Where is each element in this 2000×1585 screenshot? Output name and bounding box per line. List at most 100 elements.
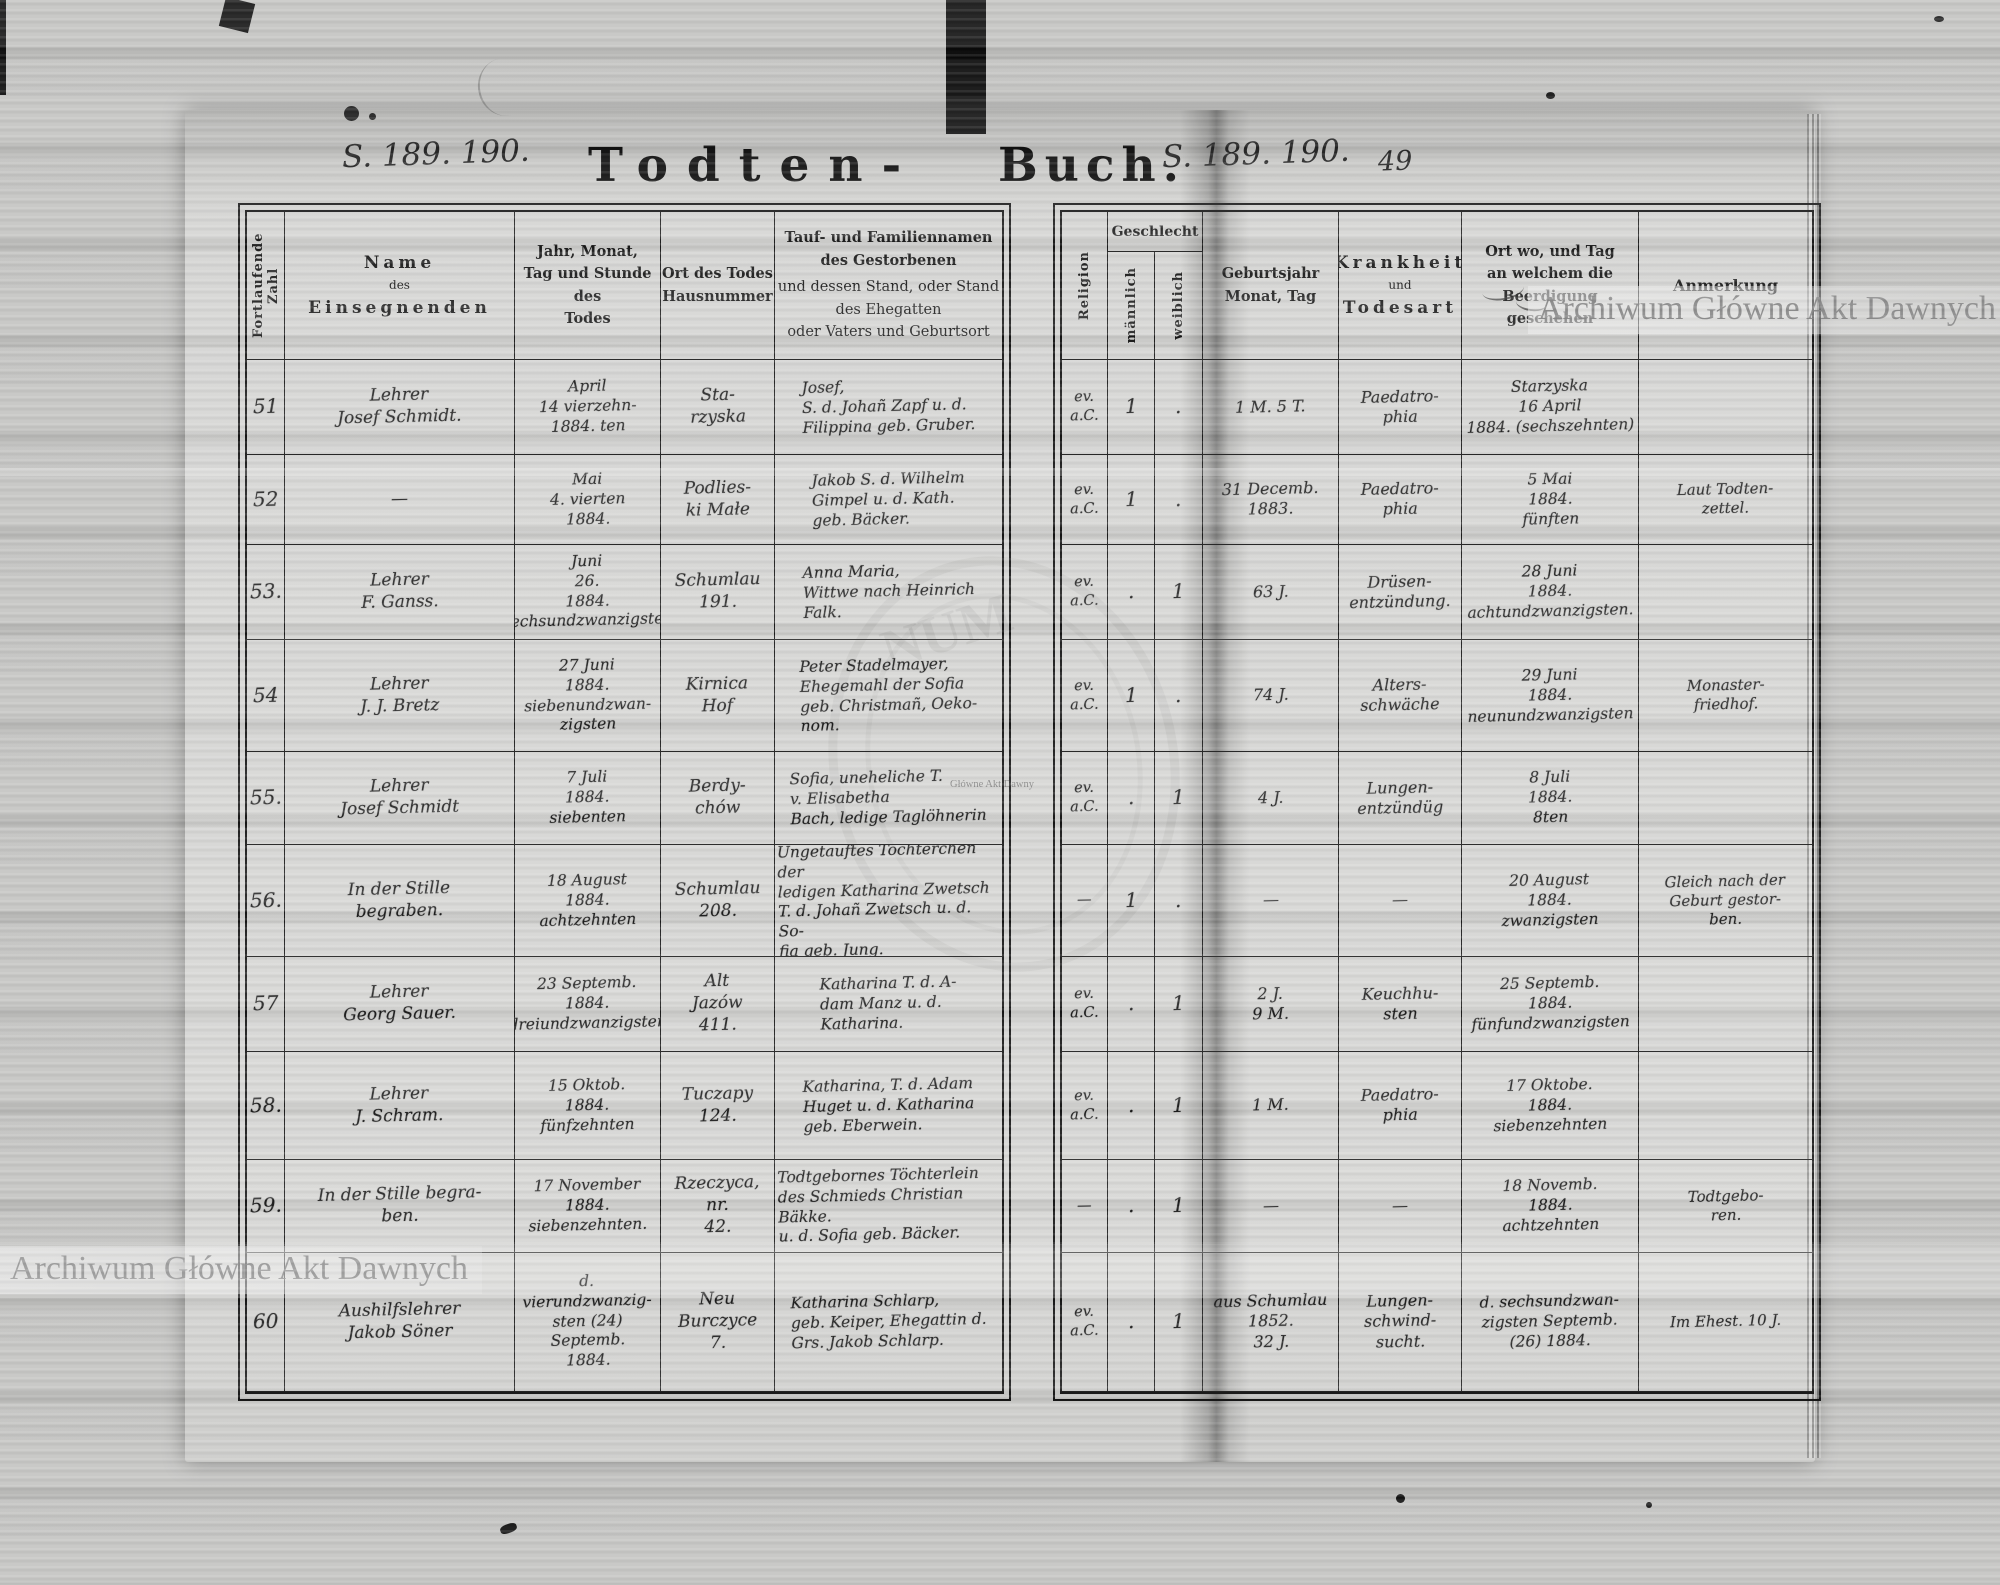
remark-text: Gleich nach der Geburt gestor- ben. (1664, 870, 1786, 929)
cell-birth-date: 2 J. 9 M. (1203, 957, 1339, 1052)
cell-death-date: 17 November 1884. siebenzehnten. (515, 1160, 661, 1253)
cell-birth-date: 31 Decemb. 1883. (1203, 455, 1339, 545)
cell-deceased: Sofia, uneheliche T. v. Elisabetha Bach,… (775, 752, 1002, 845)
death-date-text: 17 November 1884. siebenzehnten. (528, 1175, 648, 1236)
cell-row-number: 56. (247, 845, 285, 957)
header-death-place-label: Ort des Todes Hausnummer (662, 265, 773, 305)
cell-male: . (1108, 752, 1155, 845)
officiant-name-text: Lehrer F. Ganss. (360, 569, 439, 613)
cell-remark (1639, 957, 1812, 1052)
scan-artifact-blob (218, 0, 256, 34)
cell-male: . (1108, 1160, 1155, 1253)
death-date-text: April 14 vierzehn- 1884. ten (538, 376, 637, 436)
cell-deceased: Katharina, T. d. Adam Huget u. d. Kathar… (775, 1052, 1002, 1160)
deceased-text: Jakob S. d. Wilhelm Gimpel u. d. Kath. g… (811, 468, 965, 530)
cell-remark: Gleich nach der Geburt gestor- ben. (1639, 845, 1812, 957)
religion-text: ev. a.C. (1070, 1304, 1100, 1340)
cell-deceased: Peter Stadelmayer, Ehegemahl der Sofia g… (775, 640, 1002, 752)
burial-text: 5 Mai 1884. fünften (1521, 469, 1580, 529)
cell-death-date: 7 Juli 1884. siebenten (515, 752, 661, 845)
cell-death-date: Juni 26. 1884. sechsundzwanzigsten (515, 545, 661, 640)
cell-remark: Todtgebo- ren. (1639, 1160, 1812, 1253)
cell-religion: — (1062, 845, 1108, 957)
death-place-text: Sta- rzyska (689, 384, 746, 428)
cell-burial: 17 Oktobe. 1884. siebenzehnten (1462, 1052, 1639, 1160)
illness-text: Alters- schwäche (1360, 674, 1441, 716)
remark-text: Laut Todten- zettel. (1676, 479, 1774, 519)
cell-illness: Drüsen- entzündung. (1339, 545, 1462, 640)
cell-illness: Alters- schwäche (1339, 640, 1462, 752)
death-place-text: Kirnica Hof (685, 673, 749, 716)
cell-death-date: 18 August 1884. achtzehnten (515, 845, 661, 957)
header-death-place: Ort des Todes Hausnummer (661, 212, 775, 360)
cell-female: 1 (1155, 545, 1203, 640)
cell-death-place: Alt Jazów 411. (661, 957, 775, 1052)
cell-female: 1 (1155, 752, 1203, 845)
scan-artifact-dot (1934, 16, 1944, 22)
row-number-text: 59. (249, 1192, 282, 1218)
cell-death-place: Schumlau 191. (661, 545, 775, 640)
row-number-text: 54 (252, 682, 279, 707)
archive-watermark-bottom: Archiwum Główne Akt Dawnych (0, 1246, 482, 1294)
cell-burial: 8 Juli 1884. 8ten (1462, 752, 1639, 845)
religion-text: ev. a.C. (1070, 677, 1100, 713)
cell-illness: Lungen- schwind- sucht. (1339, 1253, 1462, 1392)
cell-deceased: Anna Maria, Wittwe nach Heinrich Falk. (775, 545, 1002, 640)
illness-text: Paedatro- phia (1360, 478, 1439, 519)
cell-death-date: 27 Juni 1884. siebenundzwan- zigsten (515, 640, 661, 752)
remark-text (1722, 590, 1728, 594)
cell-remark (1639, 1052, 1812, 1160)
book-gutter-shadow (1180, 110, 1250, 1462)
illness-text: Lungen- schwind- sucht. (1363, 1290, 1437, 1352)
deceased-text: Ungetauftes Töchterchen der ledigen Kath… (776, 845, 990, 957)
row-number-text: 52 (252, 486, 279, 511)
book-title-left: Todten- (588, 138, 921, 193)
header-illness-stack: Krankheit und Todesart (1339, 253, 1461, 318)
burial-text: 8 Juli 1884. 8ten (1527, 767, 1573, 827)
illness-text: — (1391, 890, 1409, 910)
cell-remark: Monaster- friedhof. (1639, 640, 1812, 752)
male-mark-text: 1 (1124, 486, 1138, 511)
male-mark-text: . (1127, 579, 1135, 604)
remark-text (1722, 1103, 1728, 1107)
cell-male: 1 (1108, 360, 1155, 455)
header-name-main: Name (363, 253, 436, 274)
header-maennlich-label: männlich (1123, 267, 1139, 344)
death-date-text: 7 Juli 1884. siebenten (549, 767, 627, 827)
birth-date-text: aus Schumlau 1852. 32 J. (1212, 1290, 1328, 1352)
book-title-right: Buch. (998, 138, 1187, 193)
header-religion-label: Religion (1077, 250, 1092, 321)
cell-burial: 18 Novemb. 1884. achtzehnten (1462, 1160, 1639, 1253)
cell-female: . (1155, 455, 1203, 545)
officiant-name-text: Lehrer Georg Sauer. (343, 981, 457, 1026)
cell-death-place: Tuczapy 124. (661, 1052, 775, 1160)
row-number-text: 53. (249, 578, 282, 604)
cell-deceased: Josef, S. d. Johañ Zapf u. d. Filippina … (775, 360, 1002, 455)
cell-male: 1 (1108, 640, 1155, 752)
deceased-text: Peter Stadelmayer, Ehegemahl der Sofia g… (799, 654, 978, 736)
illness-text: Keuchhu- sten (1361, 982, 1439, 1024)
religion-text: ev. a.C. (1070, 986, 1100, 1022)
birth-date-text: — (1262, 890, 1279, 910)
death-date-text: 18 August 1884. achtzehnten (539, 869, 637, 930)
cell-religion: ev. a.C. (1062, 455, 1108, 545)
birth-date-text: 1 M. 5 T. (1235, 395, 1306, 417)
male-mark-text: . (1127, 1309, 1135, 1334)
header-illness-und: und (1388, 278, 1412, 293)
illness-text: — (1391, 1195, 1409, 1215)
header-name-einsegnenden: Name des Einsegnenden (285, 212, 515, 360)
death-date-text: 23 Septemb. 1884. dreiundzwanzigsten (515, 973, 661, 1034)
burial-text: Starzyska 16 April 1884. (sechszehnten) (1466, 376, 1635, 437)
header-deceased-names: Tauf- und Familiennamen des Gestorbenen … (775, 212, 1002, 360)
cell-male: 1 (1108, 455, 1155, 545)
cell-male: . (1108, 957, 1155, 1052)
cell-birth-date: aus Schumlau 1852. 32 J. (1203, 1253, 1339, 1392)
death-place-text: Alt Jazów 411. (691, 971, 744, 1036)
officiant-name-text: Lehrer J. Schram. (355, 1083, 445, 1127)
cell-row-number: 51 (247, 360, 285, 455)
cell-birth-date: 1 M. (1203, 1052, 1339, 1160)
cell-religion: ev. a.C. (1062, 957, 1108, 1052)
cell-male: . (1108, 1253, 1155, 1392)
male-mark-text: . (1127, 1193, 1135, 1218)
archive-watermark-top: Archiwum Główne Akt Dawnych (1528, 286, 2000, 334)
